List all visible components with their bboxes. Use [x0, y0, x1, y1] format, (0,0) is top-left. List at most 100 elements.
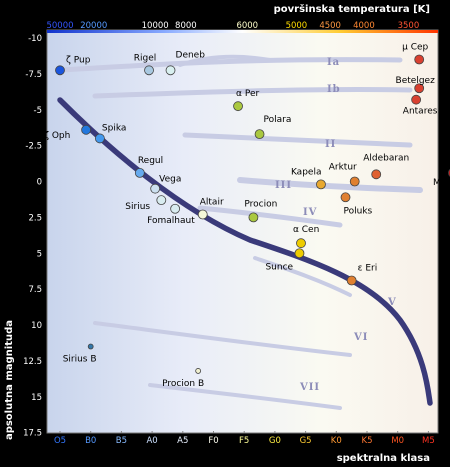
star-altair-point	[197, 209, 208, 220]
luminosity-class-labels: Ia Ib II III IV V VI VII	[275, 57, 397, 393]
band-v-tail	[253, 256, 352, 297]
temperature-tick-5000: 5000	[286, 21, 308, 31]
star-sirius-b-point	[87, 343, 94, 350]
luminosity-class-bands	[59, 54, 423, 410]
star-procion-b-point	[195, 368, 202, 374]
spectral-tick-o5: O5	[54, 436, 66, 446]
star-arktur-label: Arktur	[329, 163, 357, 173]
star-oph-point	[81, 124, 91, 135]
magnitude-tick-neg7_5: -7.5	[25, 70, 42, 80]
band-ia-upper	[178, 54, 272, 67]
star-deneb-point	[165, 65, 176, 76]
star-cep-point	[414, 54, 425, 65]
spectral-tick-k5: K5	[362, 436, 373, 446]
temperature-ticks: 50000 20000 10000 8000 6000 5000 4500 4000 3500	[46, 21, 419, 31]
magnitude-axis-label: apsolutna magnituda	[4, 320, 15, 440]
star-rigel-label: Rigel	[134, 53, 157, 63]
class-label-vii: VII	[299, 382, 320, 393]
star-polara-label: Polara	[264, 115, 292, 125]
magnitude-tick-5: 5	[37, 249, 42, 259]
class-label-vi: VI	[353, 332, 368, 343]
class-label-v: V	[387, 297, 397, 308]
star-eri-point	[346, 275, 357, 286]
star-deneb-label: Deneb	[176, 50, 206, 60]
star-cen-label: α Cen	[293, 225, 319, 235]
band-ib	[92, 86, 413, 99]
magnitude-tick-12_5: 12.5	[23, 357, 42, 367]
magnitude-tick-17_5: 17.5	[23, 429, 42, 439]
star-rigel-point	[144, 65, 154, 76]
star-pup-label: ζ Pup	[66, 55, 91, 65]
magnitude-tick-neg10: -10	[28, 34, 42, 44]
temperature-color-strip	[47, 30, 438, 33]
star-aldebaran-point	[371, 169, 382, 180]
star-regul-point	[134, 167, 145, 178]
stars: ζ Pup Rigel Deneb μ Cep Betelgez Antares α Per…	[44, 43, 450, 389]
band-iv	[197, 205, 343, 228]
spectral-tick-g5: G5	[300, 436, 312, 446]
star-mira-label: Mira	[433, 178, 450, 188]
star-sirius-b-label: Sirius B	[63, 355, 97, 365]
band-vii	[148, 383, 342, 410]
spectral-tick-b0: B0	[85, 436, 96, 446]
star-eri-label: ε Eri	[358, 264, 378, 274]
spectral-class-ticks: O5 B0 B5 A0 A5 F0 F5 G0 G5 K0 K5 M0 M5	[54, 431, 435, 446]
star-kapela-point	[316, 179, 326, 190]
star-procion-point	[248, 212, 259, 223]
band-ii	[182, 132, 413, 148]
temperature-tick-50000: 50000	[46, 21, 73, 31]
class-label-ii: II	[325, 139, 336, 150]
star-antares-label: Antares	[403, 107, 438, 117]
magnitude-tick-2_5: 2.5	[28, 213, 42, 223]
temperature-tick-10000: 10000	[142, 21, 169, 31]
star-cep-label: μ Cep	[402, 43, 428, 53]
spectral-tick-f0: F0	[208, 436, 218, 446]
star-sunce-label: Sunce	[265, 262, 293, 272]
star-aldebaran-label: Aldebaran	[363, 153, 409, 163]
magnitude-tick-0: 0	[37, 178, 42, 188]
star-arktur-point	[349, 176, 360, 187]
star-polara-point	[254, 129, 265, 140]
spectral-tick-k0: K0	[331, 436, 342, 446]
spectral-tick-f5: F5	[239, 436, 249, 446]
temperature-tick-8000: 8000	[175, 21, 197, 31]
star-sirius-label: Sirius	[125, 202, 150, 212]
temperature-tick-6000: 6000	[236, 21, 258, 31]
star-spika-label: Spika	[102, 123, 127, 133]
star-kapela-label: Kapela	[291, 167, 322, 177]
star-per-point	[233, 101, 243, 112]
temperature-tick-4000: 4000	[353, 21, 375, 31]
spectral-tick-a0: A0	[146, 436, 157, 446]
temperature-tick-3500: 3500	[398, 21, 420, 31]
spectral-tick-g0: G0	[269, 436, 281, 446]
star-spika-point	[95, 133, 105, 144]
magnitude-ticks: -10 -7.5 -5 -2.5 0 2.5 5 7.5 10 12.5 15 17.5	[23, 34, 42, 439]
temperature-tick-20000: 20000	[80, 21, 107, 31]
star-pup-point	[55, 65, 65, 76]
star-oph-label: ζ Oph	[44, 131, 70, 141]
magnitude-tick-10: 10	[31, 321, 42, 331]
temperature-tick-4500: 4500	[319, 21, 341, 31]
star-fomalhaut-label: Fomalhaut	[147, 216, 195, 226]
star-per-label: α Per	[236, 89, 259, 99]
star-poluks-point	[340, 192, 351, 203]
star-sirius-point	[156, 195, 167, 206]
magnitude-tick-neg2_5: -2.5	[25, 142, 42, 152]
star-procion-b-label: Procion B	[162, 379, 204, 389]
star-vega-label: Vega	[159, 175, 181, 185]
star-betelgez-label: Betelgez	[396, 76, 436, 86]
star-fomalhaut-point	[170, 203, 181, 214]
class-label-ib: Ib	[327, 84, 341, 95]
star-regul-label: Regul	[138, 156, 163, 166]
class-label-iv: IV	[303, 207, 317, 218]
spectral-tick-m0: M0	[391, 436, 404, 446]
class-label-ia: Ia	[327, 57, 340, 68]
star-vega-point	[150, 183, 161, 194]
spectral-tick-a5: A5	[177, 436, 188, 446]
band-iii	[237, 177, 423, 193]
band-ia	[59, 57, 403, 73]
magnitude-tick-neg5: -5	[34, 106, 42, 116]
spectral-tick-m5: M5	[422, 436, 435, 446]
star-altair-label: Altair	[200, 198, 224, 208]
